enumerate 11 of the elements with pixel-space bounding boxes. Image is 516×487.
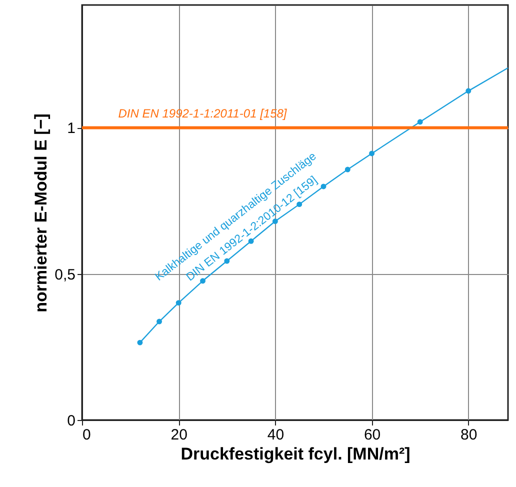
x-tick-label: 80	[460, 426, 478, 444]
x-axis-title: Druckfestigkeit fcyl. [MN/m²]	[180, 444, 410, 464]
y-tick-label: 0,5	[54, 266, 76, 284]
x-tick-label: 60	[364, 426, 381, 444]
x-tick-label: 0	[82, 426, 91, 444]
y-axis-title: normierter E-Modul E [−]	[32, 114, 51, 312]
x-tick-label: 40	[267, 426, 284, 444]
annotation: DIN EN 1992-1-1:2011-01 [158]	[118, 106, 288, 121]
y-tick-label: 1	[67, 120, 76, 138]
x-tick-label: 20	[170, 426, 188, 444]
y-tick-label: 0	[67, 412, 76, 430]
